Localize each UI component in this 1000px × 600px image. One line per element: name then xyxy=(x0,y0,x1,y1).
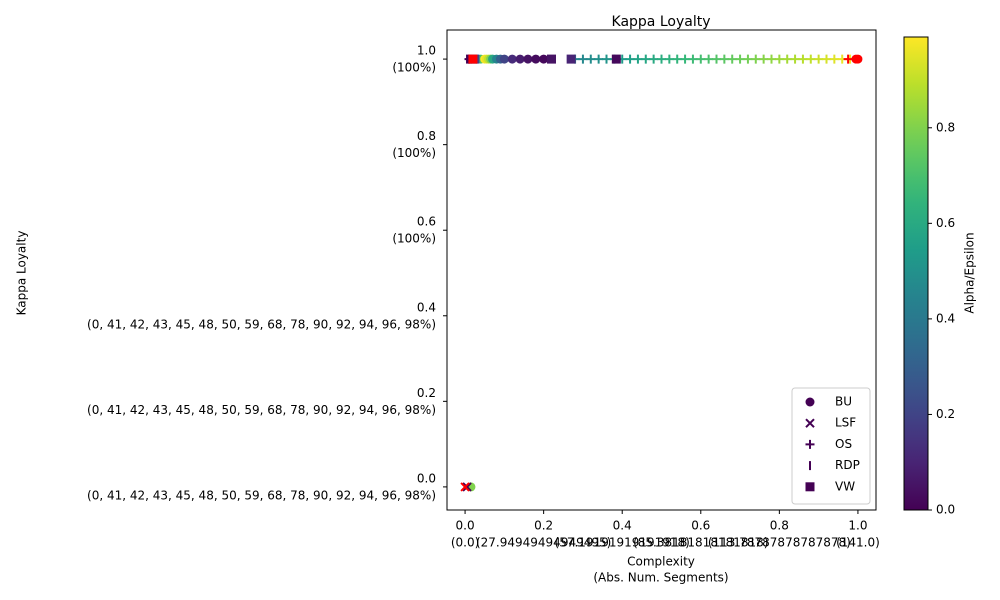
point xyxy=(657,54,666,64)
point xyxy=(829,54,839,64)
point xyxy=(790,54,800,64)
legend-label: RDP xyxy=(835,458,860,472)
point xyxy=(664,54,674,64)
point xyxy=(806,54,816,64)
x-tick-label: 0.6 xyxy=(691,519,710,533)
point xyxy=(759,54,769,64)
legend-label: LSF xyxy=(835,416,856,430)
x-axis-label: (Abs. Num. Segments) xyxy=(593,571,728,585)
point xyxy=(727,54,737,64)
point xyxy=(507,54,517,64)
point xyxy=(680,54,690,64)
point xyxy=(633,54,643,64)
legend-label: BU xyxy=(835,395,852,409)
point xyxy=(547,54,556,64)
colorbar-label: Alpha/Epsilon xyxy=(963,232,977,313)
point xyxy=(602,54,611,64)
x-tick-label: (57.19191919191918) xyxy=(555,536,690,550)
point xyxy=(696,54,706,64)
x-tick-label: (113.78787878787878) xyxy=(708,536,851,550)
y-tick-label: (0, 41, 42, 43, 45, 48, 50, 59, 68, 78, … xyxy=(87,488,436,502)
chart-title: Kappa Loyalty xyxy=(612,14,711,30)
point xyxy=(672,54,682,64)
colorbar-tick-label: 0.6 xyxy=(936,216,955,230)
point xyxy=(531,54,541,64)
y-tick-label: 0.6 xyxy=(417,215,436,229)
point xyxy=(611,54,621,64)
point xyxy=(782,54,792,64)
point xyxy=(688,54,698,64)
y-tick-label: 0.2 xyxy=(417,386,436,400)
x-tick-label: 0.4 xyxy=(613,519,632,533)
point xyxy=(578,54,588,64)
legend-box xyxy=(791,387,871,505)
point xyxy=(566,54,576,64)
colorbar-tick-label: 0.4 xyxy=(936,311,955,325)
y-tick-label: (100%) xyxy=(392,61,436,75)
legend-marker xyxy=(805,482,815,492)
point xyxy=(719,54,729,64)
point xyxy=(594,54,604,64)
point xyxy=(822,54,831,64)
x-tick-label: 0.8 xyxy=(770,519,789,533)
point xyxy=(743,54,753,64)
point xyxy=(539,54,549,64)
y-tick-label: (0, 41, 42, 43, 45, 48, 50, 59, 68, 78, … xyxy=(87,317,436,331)
x-axis-label: Complexity xyxy=(627,555,695,569)
plot-frame xyxy=(446,29,877,511)
point xyxy=(499,54,509,64)
point xyxy=(704,54,714,64)
colorbar-tick-label: 0.8 xyxy=(936,120,955,134)
point xyxy=(649,54,659,64)
legend-label: VW xyxy=(835,479,855,493)
colorbar-tick-label: 0.2 xyxy=(936,407,955,421)
x-tick-label: (27.94949494949495) xyxy=(476,536,611,550)
y-tick-label: (100%) xyxy=(392,146,436,160)
point xyxy=(468,54,478,64)
y-tick-label: 0.4 xyxy=(417,300,436,314)
point xyxy=(735,54,745,64)
x-tick-label: (141.0) xyxy=(836,536,880,550)
point xyxy=(843,54,853,64)
x-tick-label: (0.0) xyxy=(451,536,479,550)
y-tick-label: 0.8 xyxy=(417,129,436,143)
x-tick-label: (85.38181818181818) xyxy=(633,536,768,550)
y-tick-label: (0, 41, 42, 43, 45, 48, 50, 59, 68, 78, … xyxy=(87,403,436,417)
point xyxy=(767,54,776,64)
legend-label: OS xyxy=(835,437,852,451)
x-tick-label: 1.0 xyxy=(848,519,867,533)
legend-marker xyxy=(805,439,815,449)
point xyxy=(798,54,808,64)
legend-marker xyxy=(805,418,815,428)
y-tick-label: (100%) xyxy=(392,232,436,246)
point xyxy=(515,54,525,64)
x-tick-label: 0.0 xyxy=(456,519,475,533)
point xyxy=(586,54,596,64)
point xyxy=(641,54,651,64)
point xyxy=(625,54,635,64)
colorbar-tick-label: 0.0 xyxy=(936,503,955,517)
point xyxy=(712,54,721,64)
colorbar xyxy=(903,36,929,511)
legend-marker xyxy=(805,397,815,407)
point xyxy=(751,54,761,64)
y-axis-label: Kappa Loyalty xyxy=(15,231,29,316)
y-tick-label: 0.0 xyxy=(417,471,436,485)
point xyxy=(774,54,784,64)
y-tick-label: 1.0 xyxy=(417,44,436,58)
point xyxy=(523,54,533,64)
point xyxy=(460,482,470,492)
point xyxy=(853,54,863,64)
point xyxy=(814,54,824,64)
point xyxy=(462,482,472,492)
x-tick-label: 0.2 xyxy=(534,519,553,533)
